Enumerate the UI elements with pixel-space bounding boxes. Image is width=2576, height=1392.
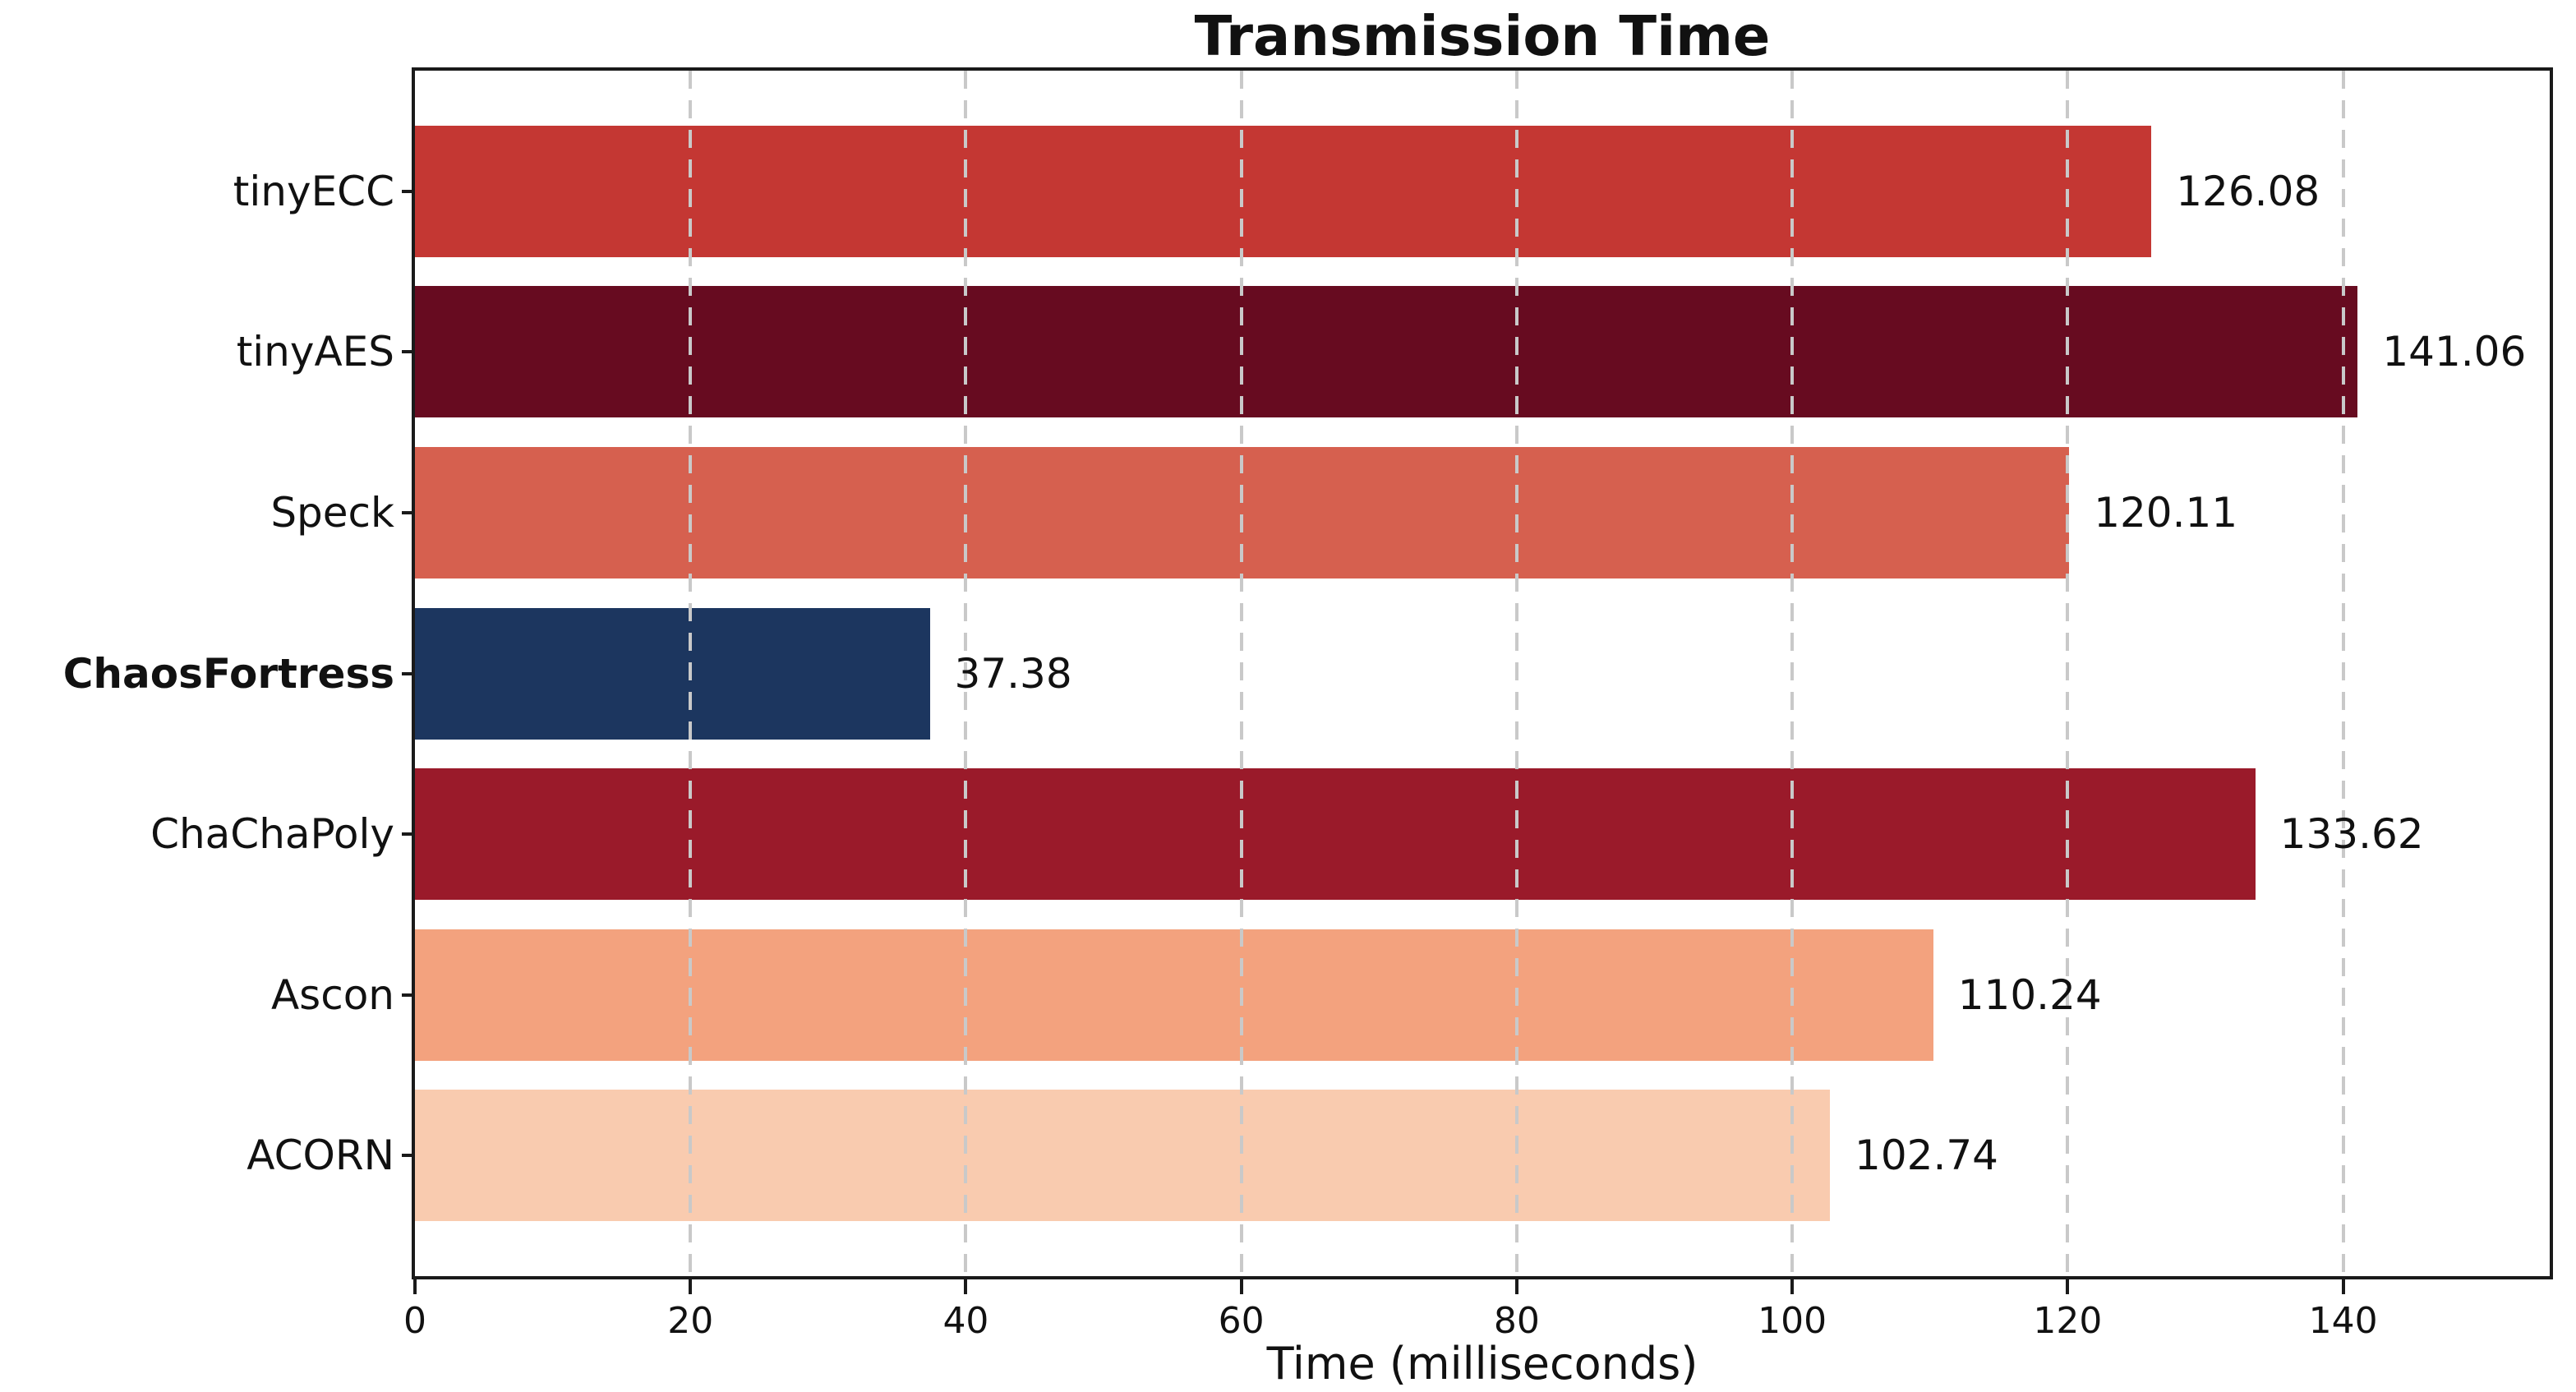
gridline-x-100 <box>1790 71 1795 1276</box>
gridline-x-140 <box>2341 71 2345 1276</box>
x-tick-label-60: 60 <box>1218 1300 1265 1342</box>
gridline-x-80 <box>1514 71 1518 1276</box>
bar-value-ChaosFortress: 37.38 <box>954 649 1072 698</box>
bar-value-Ascon: 110.24 <box>1957 970 2102 1019</box>
category-label-Ascon: Ascon <box>270 970 394 1019</box>
x-tick-mark <box>2341 1279 2345 1294</box>
category-label-ChaChaPoly: ChaChaPoly <box>150 810 394 859</box>
gridline-x-60 <box>1239 71 1243 1276</box>
gridline-x-20 <box>689 71 693 1276</box>
bar-value-ACORN: 102.74 <box>1855 1132 1998 1180</box>
chart-title: Transmission Time <box>1194 4 1771 68</box>
category-label-tinyAES: tinyAES <box>236 328 394 376</box>
y-tick-mark <box>402 189 415 193</box>
bar-ChaosFortress <box>415 607 930 740</box>
x-tick-mark <box>1514 1279 1518 1294</box>
x-tick-mark <box>689 1279 693 1294</box>
gridline-x-40 <box>964 71 968 1276</box>
y-tick-mark <box>402 510 415 514</box>
bar-tinyECC <box>415 125 2152 257</box>
y-tick-mark <box>402 1154 415 1158</box>
x-tick-mark <box>1790 1279 1795 1294</box>
bar-tinyAES <box>415 286 2358 418</box>
x-tick-mark <box>964 1279 968 1294</box>
category-label-ChaosFortress: ChaosFortress <box>62 649 394 698</box>
x-tick-label-100: 100 <box>1758 1300 1827 1342</box>
x-tick-label-40: 40 <box>942 1300 989 1342</box>
x-tick-label-120: 120 <box>2033 1300 2103 1342</box>
bar-ChaChaPoly <box>415 768 2256 901</box>
bar-value-tinyECC: 126.08 <box>2176 167 2320 215</box>
plot-area: 126.08 141.06 120.11 37.38 133.62 110.24 102.7… <box>412 67 2553 1279</box>
bar-Ascon <box>415 929 1933 1061</box>
x-tick-label-80: 80 <box>1493 1300 1540 1342</box>
y-tick-mark <box>402 993 415 997</box>
x-tick-label-0: 0 <box>403 1300 426 1342</box>
x-axis-label: Time (milliseconds) <box>1266 1338 1698 1390</box>
x-tick-mark <box>1239 1279 1243 1294</box>
x-tick-label-20: 20 <box>667 1300 714 1342</box>
y-tick-mark <box>402 832 415 837</box>
category-label-Speck: Speck <box>270 488 394 537</box>
y-tick-mark <box>402 350 415 354</box>
x-tick-mark <box>413 1279 417 1294</box>
bar-value-tinyAES: 141.06 <box>2382 328 2527 376</box>
x-tick-mark <box>2066 1279 2070 1294</box>
gridline-x-120 <box>2066 71 2070 1276</box>
category-label-tinyECC: tinyECC <box>233 167 394 215</box>
category-label-ACORN: ACORN <box>247 1132 394 1180</box>
bar-ACORN <box>415 1090 1831 1222</box>
bar-value-Speck: 120.11 <box>2094 488 2238 537</box>
x-tick-label-140: 140 <box>2308 1300 2378 1342</box>
bar-value-ChaChaPoly: 133.62 <box>2279 810 2424 859</box>
y-tick-mark <box>402 671 415 675</box>
